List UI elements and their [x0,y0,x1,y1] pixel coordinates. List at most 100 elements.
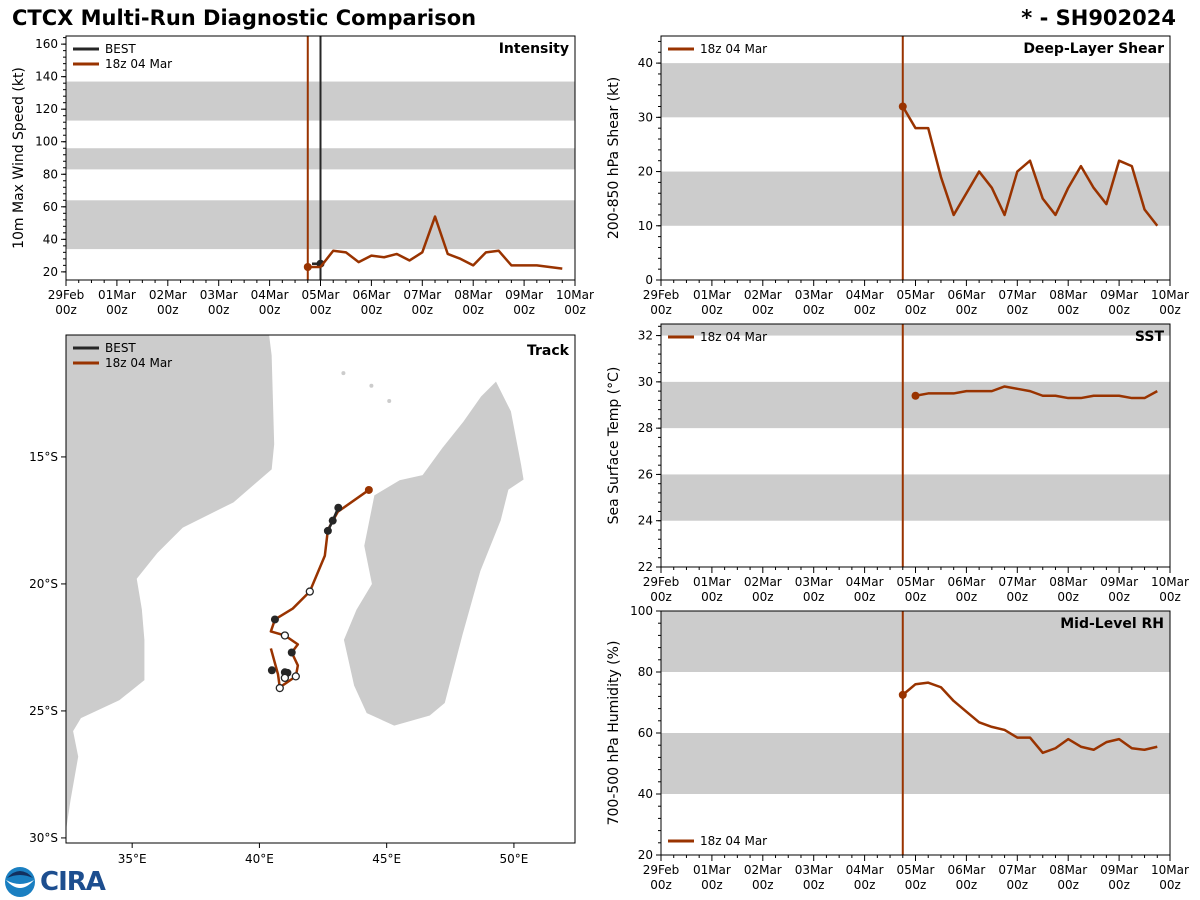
x-tick-label: 02Mar [744,288,782,302]
data-point [303,262,312,271]
y-tick-label: 20 [638,165,653,179]
x-tick-label: 09Mar [1100,863,1138,877]
x-tick-label: 00z [752,878,774,892]
y-tick-label: 40 [638,787,653,801]
forecast-start-point [364,485,373,494]
y-axis-label: 700-500 hPa Humidity (%) [606,641,622,826]
track-panel: 35°E 40°E 45°E 50°E 15°S 20°S 25°S 30°S Track BES… [29,334,576,866]
best-track-point [328,516,337,525]
x-tick-label: 00z [1159,878,1181,892]
x-tick-label: 00z [1057,878,1079,892]
shaded-band [661,381,1170,429]
x-tick-label: 00z [1108,303,1130,317]
y-tick-label: 24 [638,514,653,528]
x-tick-label: 00z [956,878,978,892]
y-tick-label: 140 [35,70,58,84]
y-axis-label: 10m Max Wind Speed (kt) [11,67,27,249]
page-title: CTCX Multi-Run Diagnostic Comparison [12,6,477,30]
x-tick-label: 00z [310,303,332,317]
x-tick-label: 07Mar [998,863,1036,877]
x-tick-label: 00z [905,878,927,892]
y-tick-label: 20 [43,265,58,279]
x-tick-label: 00z [1007,878,1029,892]
legend-entry: 18z 04 Mar [700,330,767,344]
x-tick-label: 00z [513,303,535,317]
island [387,399,392,404]
x-tick-label: 00z [701,590,723,604]
x-tick-label: 10Mar [1151,575,1189,589]
plot-frame [65,35,576,281]
plot-frame [660,35,1171,281]
x-tick-label: 02Mar [744,863,782,877]
y-tick-label: 160 [35,37,58,51]
y-tick-label: 80 [638,665,653,679]
shaded-band [661,611,1170,672]
y-tick-label: 30 [638,375,653,389]
shaded-band [661,324,1170,336]
y-tick-label: 28 [638,421,653,435]
x-tick-label: 00z [650,303,672,317]
best-track-point-open [291,672,300,681]
x-tick-label: 00z [1057,590,1079,604]
x-tick-label: 00z [462,303,484,317]
x-tick-label: 00z [157,303,179,317]
y-axis-label: Sea Surface Temp (°C) [606,367,622,525]
x-tick-label: 00z [361,303,383,317]
x-tick-label: 01Mar [693,863,731,877]
x-tick-label: 08Mar [1049,863,1087,877]
x-tick-label: 10Mar [1151,863,1189,877]
best-track-point-open [280,631,290,640]
forecast-series-line [901,105,1159,227]
y-tick-label: 40 [638,56,653,70]
x-tick-label: 06Mar [947,863,985,877]
legend-entry: 18z 04 Mar [105,57,172,71]
x-tick-label: 00z [956,303,978,317]
x-tick-label: 00z [701,878,723,892]
x-tick-label: 00z [1057,303,1079,317]
x-tick-label: 00z [905,303,927,317]
madagascar-landmass [342,379,525,727]
x-tick-label: 00z [1159,303,1181,317]
best-track-point [334,503,343,512]
y-tick-label: 120 [35,102,58,116]
x-tick-label: 05Mar [897,863,935,877]
x-tick-label: 10Mar [1151,288,1189,302]
x-tick-label: 03Mar [200,288,238,302]
noaa-logo-icon [5,867,35,897]
x-tick-label: 00z [854,590,876,604]
x-tick-label: 00z [1007,590,1029,604]
x-tick-label: 06Mar [947,288,985,302]
best-track-point-open [280,673,290,683]
legend-entry: 18z 04 Mar [105,356,172,370]
y-tick-label: 30°S [29,831,58,845]
x-tick-label: 04Mar [846,575,884,589]
y-axis-label: 200-850 hPa Shear (kt) [606,77,622,239]
x-tick-label: 07Mar [998,575,1036,589]
y-tick-label: 26 [638,467,653,481]
x-tick-label: 00z [564,303,586,317]
x-tick-label: 07Mar [998,288,1036,302]
plot-frame [65,334,576,844]
best-track-point-open [275,683,284,693]
cira-logo: CIRA [40,867,106,897]
x-tick-label: 03Mar [795,863,833,877]
y-tick-label: 10 [638,219,653,233]
legend-entry: 18z 04 Mar [700,42,767,56]
y-tick-label: 20 [638,848,653,862]
x-tick-label: 00z [803,303,825,317]
x-tick-label: 45°E [372,852,401,866]
x-tick-label: 01Mar [693,288,731,302]
panel-title: Deep-Layer Shear [1023,41,1164,57]
x-tick-label: 06Mar [352,288,390,302]
y-tick-label: 20°S [29,577,58,591]
x-tick-label: 00z [752,590,774,604]
storm-id: * - SH902024 [1021,6,1176,30]
x-tick-label: 00z [905,590,927,604]
shaded-band [661,474,1170,521]
forecast-series-line [901,681,1158,755]
shear-panel: 01020304029Feb00z01Mar00z02Mar00z03Mar00… [606,35,1189,317]
island [341,371,346,376]
y-tick-label: 60 [638,726,653,740]
best-track-point [287,648,296,657]
